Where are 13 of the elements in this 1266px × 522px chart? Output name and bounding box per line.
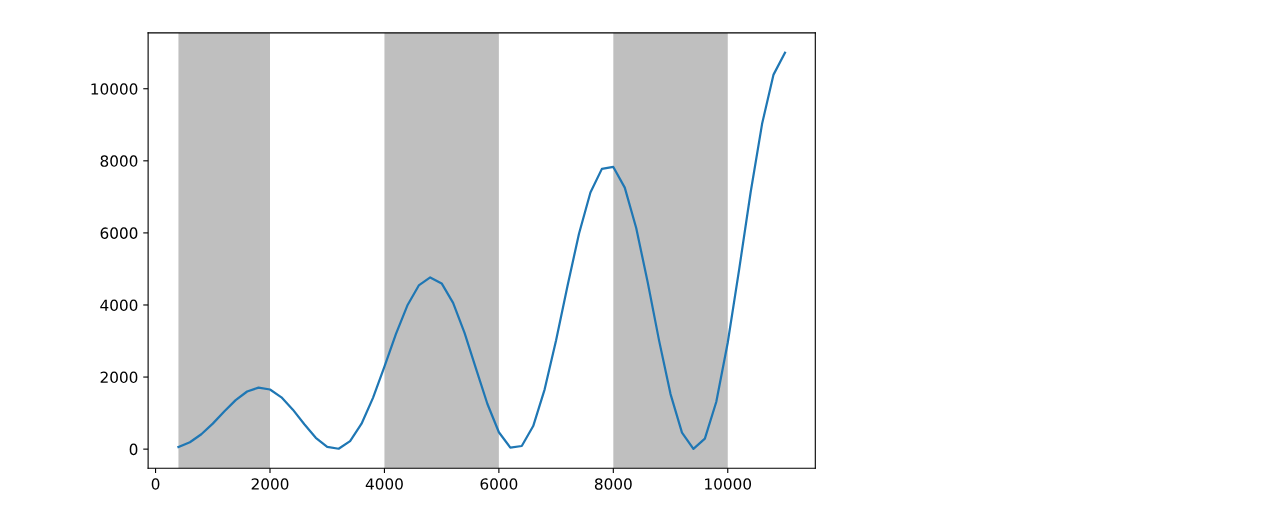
y-tick-label: 8000 [100,155,138,167]
y-tick-label: 10000 [91,83,138,95]
x-tick-label: 6000 [480,478,518,490]
x-tick-label: 10000 [705,478,752,490]
x-tick-label: 4000 [365,478,403,490]
y-tick-label: 0 [129,443,138,456]
line-series [177,51,787,451]
x-tick-label: 8000 [594,478,632,490]
x-tick-label: 0 [151,478,160,490]
x-tick-label: 2000 [251,478,289,490]
y-tick-label: 4000 [100,299,138,311]
y-tick-label: 6000 [100,227,138,239]
y-tick-label: 2000 [100,371,138,384]
